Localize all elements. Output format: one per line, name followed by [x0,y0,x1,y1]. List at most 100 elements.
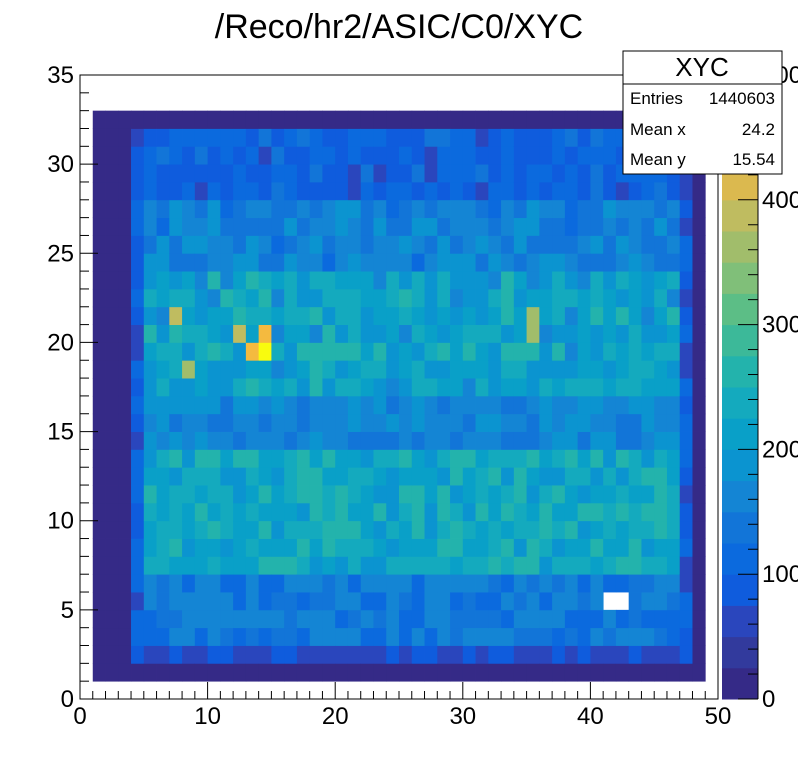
heatmap-cell [577,645,591,664]
heatmap-cell [628,378,642,397]
heatmap-cell [373,592,387,611]
heatmap-cell [462,556,476,575]
heatmap-cell [526,467,540,486]
heatmap-cell [271,128,285,147]
heatmap-cell [666,574,681,593]
heatmap-cell [411,110,425,129]
color-bar-segment [722,293,758,326]
heatmap-cell [347,146,362,165]
heatmap-cell [309,181,323,201]
heatmap-cell [564,199,579,219]
heatmap-cell [424,253,438,272]
heatmap-cell [118,128,132,147]
heatmap-cell [411,164,425,183]
heatmap-cell [628,181,642,201]
heatmap-cell [641,217,655,236]
heatmap-cell [615,324,630,343]
heatmap-cell [488,592,502,611]
heatmap-cell [233,306,247,325]
heatmap-cell [220,217,234,236]
heatmap-cell [207,288,221,308]
heatmap-cell [92,253,106,272]
heatmap-cell [322,288,336,308]
heatmap-cell [92,128,106,147]
heatmap-cell [169,181,183,201]
heatmap-cell [309,645,323,664]
heatmap-cell [322,502,336,522]
heatmap-cell [424,413,438,432]
heatmap-cell [603,342,617,361]
heatmap-cell [373,574,387,593]
heatmap-cell [603,253,617,272]
heatmap-cell [603,360,617,379]
heatmap-cell [615,502,630,522]
heatmap-cell [284,609,298,629]
heatmap-cell [488,467,502,486]
heatmap-cell [437,128,451,147]
heatmap-cell [309,538,323,557]
heatmap-cell [488,271,502,290]
heatmap-cell [335,199,349,219]
z-tick-label: 300 [762,312,798,339]
heatmap-cell [360,146,374,165]
heatmap-cell [679,592,693,611]
heatmap-cell [692,217,706,236]
heatmap-cell [679,485,693,504]
heatmap-cell [679,181,693,201]
heatmap-cell [628,271,642,290]
heatmap-cell [347,431,362,450]
heatmap-cell [437,378,451,397]
heatmap-cell [284,146,298,165]
y-tick-label: 25 [47,240,74,267]
heatmap-cell [462,271,476,290]
heatmap-cell [207,146,221,165]
heatmap-cell [245,413,260,432]
heatmap-cell [475,609,489,629]
heatmap-cell [271,110,285,129]
heatmap-cell [194,271,208,290]
heatmap-cell [539,645,553,664]
heatmap-cell [564,413,579,432]
heatmap-cell [92,467,106,486]
heatmap-cell [143,110,157,129]
heatmap-cell [258,306,272,325]
heatmap-cell [590,538,604,557]
heatmap-cell [450,467,464,486]
heatmap-cell [220,271,234,290]
heatmap-cell [335,556,349,575]
heatmap-cell [411,288,425,308]
heatmap-cell [475,342,489,361]
heatmap-cell [501,431,515,450]
heatmap-cell [233,253,247,272]
heatmap-cell [207,609,221,629]
heatmap-cell [322,467,336,486]
heatmap-cell [373,110,387,129]
heatmap-cell [220,467,234,486]
heatmap-cell [666,413,681,432]
heatmap-cell [577,520,591,539]
heatmap-cell [258,128,272,147]
heatmap-cell [207,235,221,254]
y-tick-label: 15 [47,419,74,446]
heatmap-cell [399,164,413,183]
heatmap-cell [233,199,247,219]
heatmap-cell [182,627,196,646]
heatmap-cell [233,395,247,415]
heatmap-cell [488,360,502,379]
heatmap-cell [322,110,336,129]
heatmap-cell [220,306,234,325]
heatmap-cell [513,538,527,557]
heatmap-cell [692,235,706,254]
heatmap-cell [347,235,362,254]
heatmap-cell [360,609,374,629]
heatmap-cell [207,431,221,450]
heatmap-cell [233,413,247,432]
heatmap-cell [654,378,668,397]
heatmap-cell [156,342,170,361]
heatmap-cell [258,288,272,308]
heatmap-cell [411,645,425,664]
heatmap-cell [284,128,298,147]
heatmap-cell [437,663,451,682]
heatmap-cell [564,146,579,165]
heatmap-cell [603,413,617,432]
